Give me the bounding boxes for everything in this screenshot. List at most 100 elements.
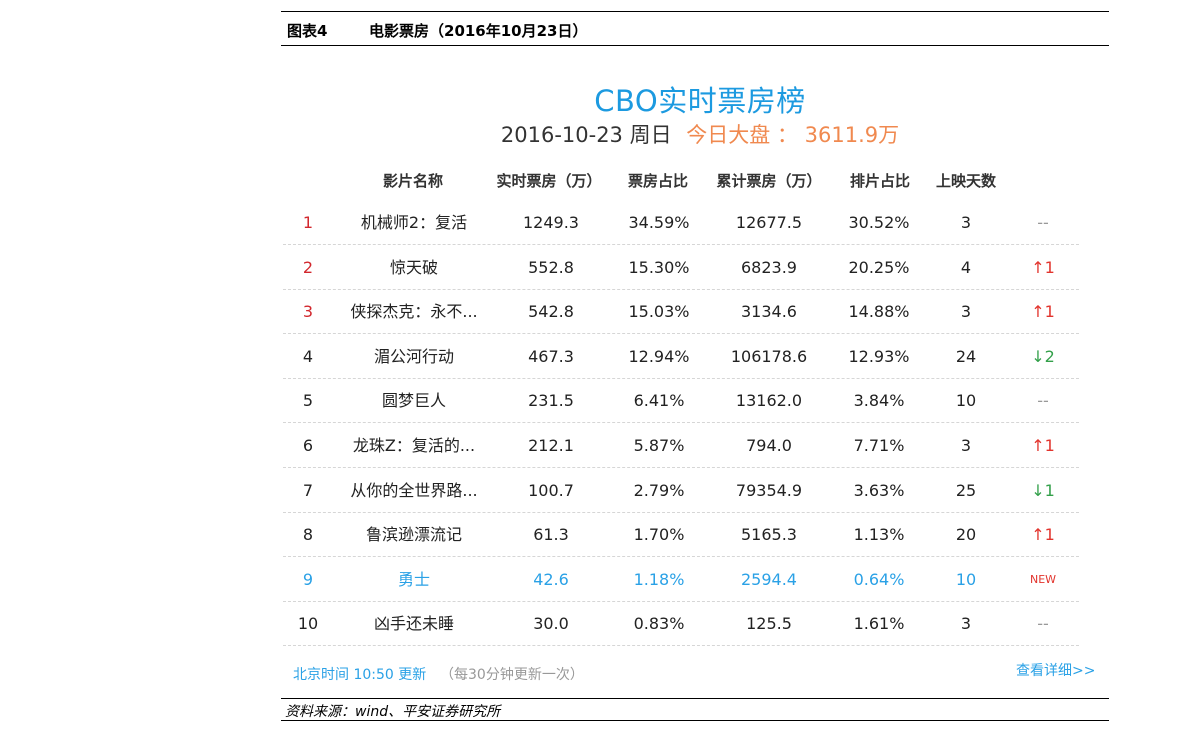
row-divider (283, 645, 1079, 647)
realtime-box-office-cell: 552.8 (528, 257, 574, 277)
showing-share-cell: 14.88% (848, 302, 910, 322)
days-released-cell: 3 (960, 614, 972, 634)
rank-change-cell: -- (1037, 391, 1049, 411)
table-row: 6 龙珠Z：复活的... 212.1 5.87% 794.0 7.71% 3 ↑1 (283, 424, 1079, 468)
box-office-share-cell: 5.87% (633, 436, 685, 455)
cumulative-box-office-cell: 3134.6 (741, 302, 797, 322)
row-divider (283, 511, 1079, 513)
view-details-link[interactable]: 查看详细>> (1016, 663, 1096, 679)
box-office-share-cell: 15.03% (628, 302, 690, 322)
rank-change-cell: ↓1 (1031, 480, 1055, 500)
cumulative-box-office-cell: 79354.9 (735, 480, 803, 500)
cumulative-box-office-cell: 2594.4 (741, 569, 797, 589)
cumulative-box-office-cell: 6823.9 (741, 257, 797, 277)
rank-change-cell: ↑1 (1031, 525, 1055, 545)
box-office-share-cell: 12.94% (628, 346, 690, 366)
board-date: 2016-10-23 周日 (500, 123, 672, 147)
realtime-box-office-cell: 467.3 (528, 346, 574, 366)
showing-share-cell: 1.61% (853, 614, 905, 634)
box-office-share-cell: 15.30% (628, 257, 690, 277)
movie-name-cell[interactable]: 惊天破 (389, 257, 438, 277)
showing-share-cell: 1.13% (853, 525, 905, 545)
realtime-box-office-cell: 100.7 (528, 480, 574, 500)
cumulative-box-office-cell: 106178.6 (730, 346, 808, 366)
column-header-showing: 排片占比 (849, 172, 910, 190)
column-header-name: 影片名称 (382, 172, 443, 190)
rank-cell: 1 (302, 213, 314, 232)
realtime-box-office-cell: 542.8 (528, 302, 574, 322)
table-row: 9 勇士 42.6 1.18% 2594.4 0.64% 10 NEW (283, 558, 1079, 602)
days-released-cell: 10 (955, 391, 977, 411)
movie-name-cell[interactable]: 勇士 (397, 569, 430, 589)
cumulative-box-office-cell: 13162.0 (735, 391, 803, 411)
movie-name-cell[interactable]: 龙珠Z：复活的... (352, 436, 476, 455)
showing-share-cell: 20.25% (848, 257, 910, 277)
rank-cell: 4 (302, 346, 314, 366)
rank-change-cell: ↑1 (1031, 257, 1055, 277)
figure-footer: 资料来源：wind、平安证券研究所 (281, 698, 1109, 721)
table-row: 4 湄公河行动 467.3 12.94% 106178.6 12.93% 24 ↓2 (283, 335, 1079, 379)
rank-cell: 5 (302, 391, 314, 411)
row-divider (283, 422, 1079, 424)
board-subtitle: 2016-10-23 周日 今日大盘 ： 3611.9万 (380, 119, 1020, 149)
box-office-share-cell: 34.59% (628, 213, 690, 232)
board-title: CBO实时票房榜 (594, 84, 806, 118)
rank-change-cell: -- (1037, 213, 1049, 232)
showing-share-cell: 30.52% (848, 213, 910, 232)
days-released-cell: 4 (960, 257, 972, 277)
box-office-share-cell: 6.41% (633, 391, 685, 411)
row-divider (283, 333, 1079, 335)
days-released-cell: 25 (955, 480, 977, 500)
days-released-cell: 20 (955, 525, 977, 545)
movie-name-cell[interactable]: 侠探杰克：永不... (350, 302, 478, 322)
table-row: 2 惊天破 552.8 15.30% 6823.9 20.25% 4 ↑1 (283, 246, 1079, 290)
realtime-box-office-cell: 1249.3 (523, 213, 579, 232)
rank-change-cell: NEW (1029, 572, 1057, 586)
movie-name-cell[interactable]: 鲁滨逊漂流记 (365, 525, 462, 545)
table-row: 10 凶手还未睡 30.0 0.83% 125.5 1.61% 3 -- (283, 602, 1079, 647)
rank-cell: 8 (302, 525, 314, 545)
update-note: （每30分钟更新一次） (440, 667, 584, 683)
row-divider (283, 600, 1079, 602)
movie-name-cell[interactable]: 凶手还未睡 (373, 614, 454, 634)
table-row: 3 侠探杰克：永不... 542.8 15.03% 3134.6 14.88% 3 ↑1 (283, 290, 1079, 335)
realtime-box-office-cell: 212.1 (528, 436, 574, 455)
realtime-box-office-cell: 42.6 (533, 569, 569, 589)
days-released-cell: 10 (955, 569, 977, 589)
movie-name-cell[interactable]: 从你的全世界路... (350, 480, 478, 500)
movie-name-cell[interactable]: 湄公河行动 (373, 346, 454, 366)
table-row: 1 机械师2：复活 1249.3 34.59% 12677.5 30.52% 3 -- (283, 201, 1079, 245)
rank-change-cell: ↑1 (1031, 436, 1055, 455)
days-released-cell: 3 (960, 302, 972, 322)
market-total: 今日大盘 ： 3611.9万 (686, 123, 900, 147)
rank-cell: 7 (302, 480, 314, 500)
showing-share-cell: 7.71% (853, 436, 905, 455)
movie-name-cell[interactable]: 机械师2：复活 (360, 213, 468, 232)
column-header-share: 票房占比 (627, 172, 688, 190)
cumulative-box-office-cell: 125.5 (746, 614, 792, 634)
row-divider (283, 377, 1079, 379)
column-header-days: 上映天数 (935, 172, 996, 190)
box-office-share-cell: 1.70% (633, 525, 685, 545)
days-released-cell: 24 (955, 346, 977, 366)
row-divider (283, 288, 1079, 290)
row-divider (283, 467, 1079, 468)
rank-cell: 2 (302, 257, 314, 277)
box-office-share-cell: 1.18% (633, 569, 685, 589)
rank-cell: 9 (302, 569, 314, 589)
row-divider (283, 244, 1079, 245)
showing-share-cell: 0.64% (853, 569, 905, 589)
movie-name-cell[interactable]: 圆梦巨人 (381, 391, 446, 411)
realtime-box-office-cell: 61.3 (533, 525, 569, 545)
realtime-box-office-cell: 231.5 (528, 391, 574, 411)
days-released-cell: 3 (960, 436, 972, 455)
figure-header: 图表4 电影票房（2016年10月23日） (281, 11, 1109, 46)
table-row: 8 鲁滨逊漂流记 61.3 1.70% 5165.3 1.13% 20 ↑1 (283, 513, 1079, 558)
figure-number: 图表4 (287, 22, 328, 40)
showing-share-cell: 3.63% (853, 480, 905, 500)
realtime-box-office-cell: 30.0 (533, 614, 569, 634)
box-office-share-cell: 0.83% (633, 614, 685, 634)
rank-cell: 10 (297, 614, 319, 634)
table-row: 7 从你的全世界路... 100.7 2.79% 79354.9 3.63% 25 ↓1 (283, 469, 1079, 513)
cumulative-box-office-cell: 12677.5 (735, 213, 803, 232)
